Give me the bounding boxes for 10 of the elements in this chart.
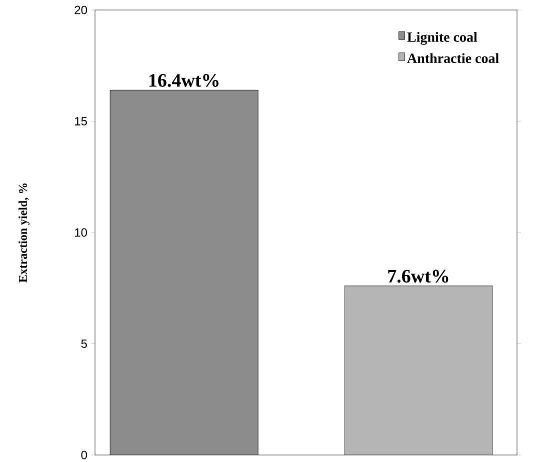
y-tick-label: 15 bbox=[75, 117, 87, 126]
y-tick-label: 0 bbox=[81, 450, 88, 460]
legend-label: Lignite coal bbox=[407, 32, 478, 45]
data-label: 16.4wt% bbox=[149, 74, 218, 87]
y-tick-label: 10 bbox=[75, 228, 88, 237]
legend-label: Anthractie coal bbox=[407, 53, 499, 64]
y-tick-label: 20 bbox=[74, 6, 88, 14]
data-label: 7.6wt% bbox=[388, 270, 448, 283]
y-axis-title: Extraction yield, % bbox=[18, 183, 30, 282]
y-tick-label: 5 bbox=[81, 340, 87, 348]
